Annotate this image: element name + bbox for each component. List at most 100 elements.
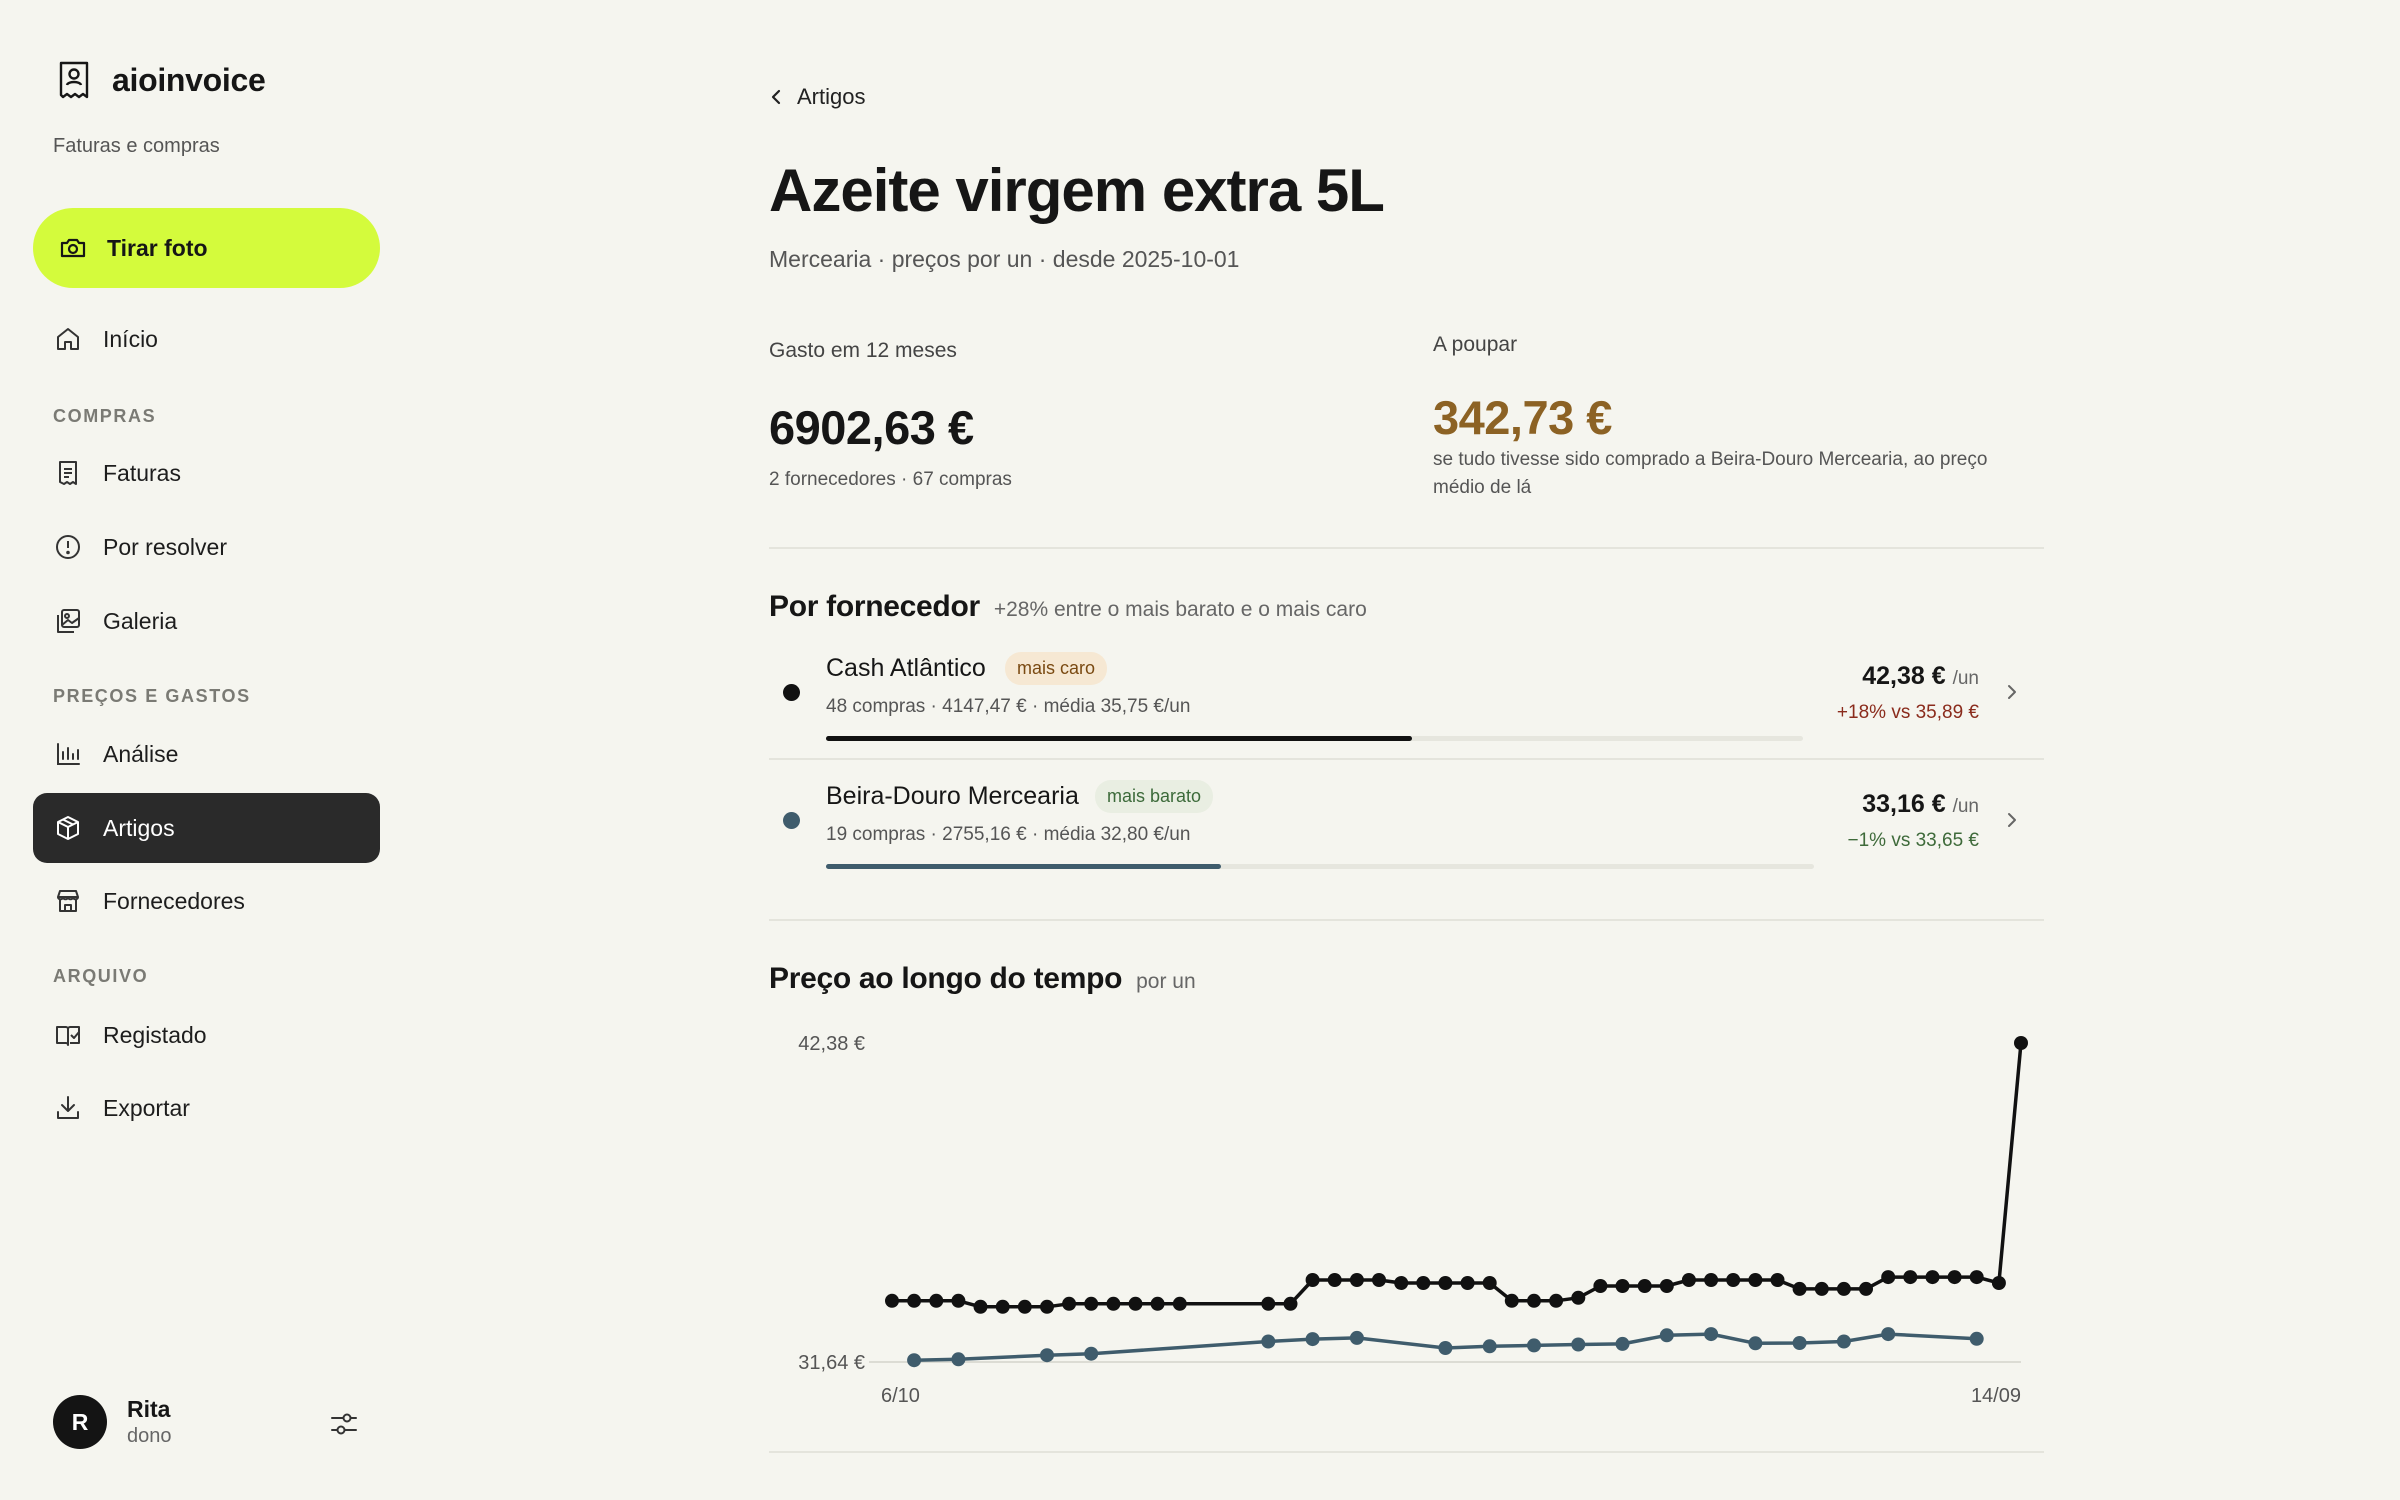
data-point [1748,1273,1763,1287]
data-point [1615,1279,1630,1293]
data-point [1836,1281,1851,1296]
nav-label: Exportar [103,1094,190,1121]
nav-item-galeria[interactable]: Galeria [33,586,380,656]
series-color-dot [783,684,800,701]
share-bar-fill [826,864,1222,869]
nav-item-fornecedores[interactable]: Fornecedores [33,866,380,936]
data-point [1172,1296,1187,1311]
x-tick-label: 6/10 [881,1385,920,1407]
spent-note: 2 fornecedores · 67 compras [769,469,1012,490]
share-bar-track [826,736,1803,741]
data-point [1593,1279,1608,1293]
data-point [907,1293,922,1308]
chart-note: por un [1136,970,1196,993]
nav-item-registado[interactable]: Registado [33,1000,380,1070]
box-icon [57,816,79,840]
chevron-right-icon [2008,685,2016,699]
chevron-right-icon [2008,813,2016,827]
take-photo-button[interactable]: Tirar foto [33,208,380,288]
data-point [1881,1327,1896,1342]
data-point [1836,1334,1851,1349]
back-link-label: Artigos [797,84,866,109]
home-icon [57,328,79,350]
data-point [973,1299,988,1314]
series-color-dot [783,812,800,829]
alert-circle-icon [56,535,80,559]
bar-chart-icon [57,743,80,765]
data-point [1792,1281,1807,1296]
nav-item-por-resolver[interactable]: Por resolver [33,512,380,582]
nav-item-inicio[interactable]: Início [33,304,380,374]
supplier-name: Cash Atlântico [826,654,986,682]
data-point [1062,1296,1077,1311]
app-name: aioinvoice [112,61,266,98]
supplier-row[interactable]: Cash Atlântico mais caro 48 compras · 41… [769,630,2044,758]
data-point [1704,1327,1719,1342]
data-point [1681,1273,1696,1287]
data-point [1327,1273,1342,1287]
data-point [1283,1296,1298,1311]
price-value: 33,16 € [1862,790,1946,818]
status-badge: mais caro [1005,652,1108,685]
nav-label: Fornecedores [103,887,245,914]
data-point [1305,1273,1320,1287]
app-tagline: Faturas e compras [53,135,220,157]
avatar: R [53,1395,107,1449]
user-name: Rita [127,1396,171,1422]
data-point [1792,1336,1807,1350]
data-point [1349,1273,1364,1287]
data-point [1704,1273,1719,1287]
data-point [1261,1334,1276,1349]
user-profile[interactable]: R Rita dono [53,1395,172,1449]
chart-section-header: Preço ao longo do tempo por un [769,962,1196,996]
page-subtitle: Mercearia · preços por un · desde 2025-1… [769,246,1240,272]
nav-item-artigos[interactable]: Artigos [33,793,380,863]
nav-item-faturas[interactable]: Faturas [33,438,380,508]
data-point [1859,1281,1873,1296]
settings-sliders-icon[interactable] [328,1408,360,1440]
data-point [1659,1328,1674,1343]
data-point [1349,1330,1364,1345]
data-point [1726,1273,1741,1287]
x-tick-label: 14/09 [1971,1385,2021,1407]
data-point [1659,1279,1674,1293]
data-point [951,1293,966,1308]
nav-item-analise[interactable]: Análise [33,719,380,789]
data-point [929,1293,944,1308]
supplier-price: 42,38 € /un [1862,662,1979,691]
supplier-name: Beira-Douro Mercearia [826,782,1079,810]
camera-icon [60,238,86,258]
data-point [1017,1299,1032,1314]
data-point [907,1353,922,1368]
back-link[interactable]: Artigos [769,84,865,110]
main-content: Artigos Azeite virgem extra 5L Mercearia… [769,0,2044,1500]
data-point [1947,1270,1962,1285]
spent-label: Gasto em 12 meses [769,339,957,362]
data-point [1084,1346,1099,1361]
data-point [2014,1036,2028,1050]
y-tick-label: 31,64 € [798,1352,865,1374]
supplier-price: 33,16 € /un [1862,790,1979,819]
data-point [885,1293,899,1308]
supplier-row[interactable]: Beira-Douro Mercearia mais barato 19 com… [769,758,2044,886]
nav-label: Faturas [103,459,181,486]
price-chart: 42,38 € 31,64 € 6/10 14/09 [798,1033,2028,1407]
data-point [1903,1270,1918,1285]
nav-label: Análise [103,740,179,767]
data-point [1394,1276,1409,1290]
data-point [1438,1276,1453,1290]
brand[interactable]: aioinvoice [56,60,266,100]
download-icon [57,1096,79,1119]
status-badge: mais barato [1095,780,1214,813]
nav-item-exportar[interactable]: Exportar [33,1073,380,1143]
price-value: 42,38 € [1862,662,1946,690]
supplier-meta: 48 compras · 4147,47 € · média 35,75 €/u… [826,696,1191,717]
data-point [1305,1332,1320,1347]
divider [769,1451,2044,1453]
suppliers-title: Por fornecedor [769,590,980,623]
suppliers-note: +28% entre o mais barato e o mais caro [993,598,1367,621]
chevron-left-icon [771,89,781,105]
data-point [1748,1336,1763,1351]
data-point [1128,1296,1143,1311]
data-point [1549,1293,1564,1308]
